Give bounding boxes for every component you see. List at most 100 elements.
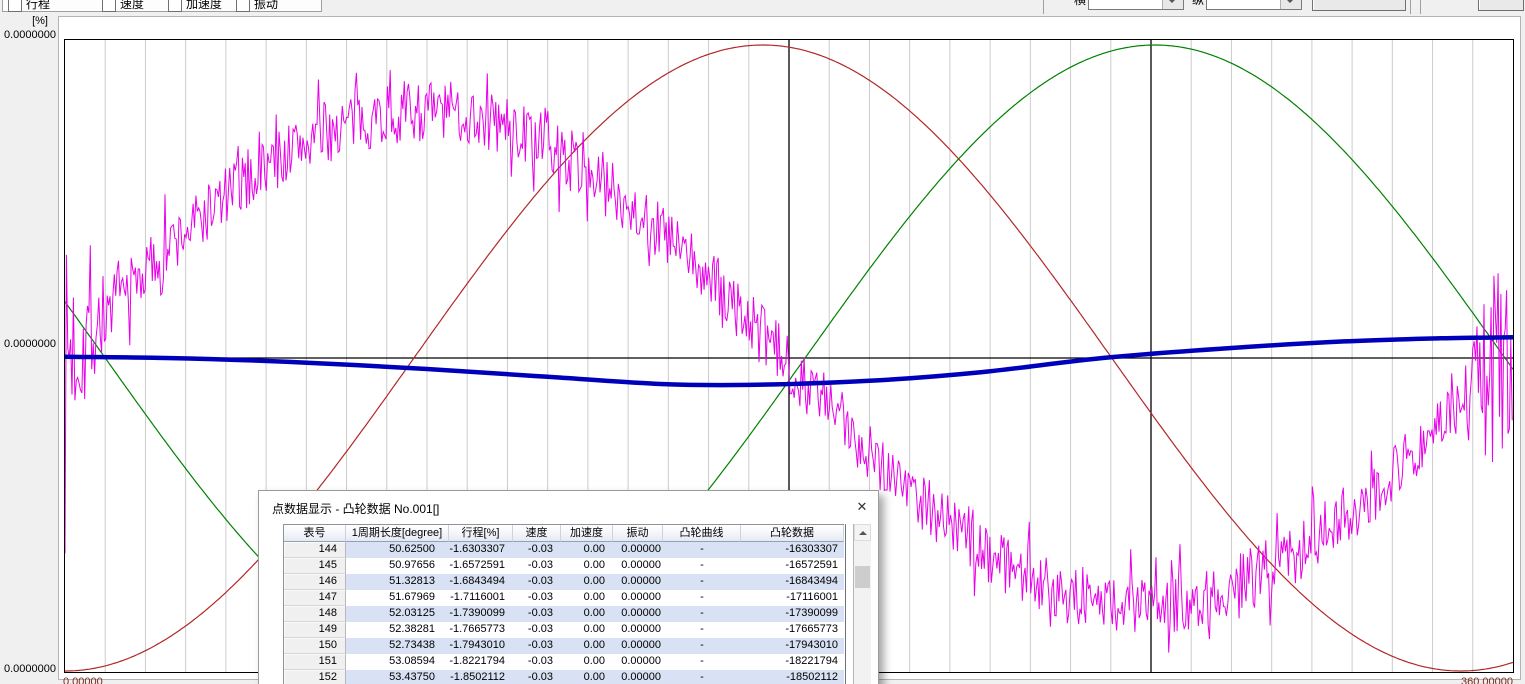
table-cell: -1.6303307 bbox=[449, 542, 513, 558]
column-header[interactable]: 加速度 bbox=[561, 525, 613, 542]
y-tick-label-bottom: 0.0000000 bbox=[4, 663, 56, 675]
table-row[interactable]: 151 53.08594 -1.8221794 -0.03 0.00 0.00000- -1… bbox=[284, 654, 844, 670]
h-scale-spinner[interactable] bbox=[1088, 0, 1184, 10]
table-cell: -1.8221794 bbox=[449, 654, 513, 670]
series-checkbox-label: 行程 bbox=[26, 0, 51, 11]
table-cell: -1.7665773 bbox=[449, 622, 513, 638]
toolbar-wide-button[interactable] bbox=[1312, 0, 1406, 11]
table-cell: 0.00000 bbox=[613, 590, 663, 606]
table-cell: - bbox=[663, 606, 741, 622]
series-checkbox-label: 速度 bbox=[120, 0, 145, 11]
table-header: 表号 1周期长度[degree] 行程[%] 速度 加速度 振动 凸轮曲线 凸轮数据 bbox=[284, 525, 844, 542]
table-cell: 0.00000 bbox=[613, 542, 663, 558]
table-cell: - bbox=[663, 654, 741, 670]
close-icon[interactable]: ✕ bbox=[856, 499, 868, 514]
column-header[interactable]: 凸轮曲线 bbox=[663, 525, 741, 542]
table-cell: -17390099 bbox=[741, 606, 844, 622]
table-cell: 0.00000 bbox=[613, 622, 663, 638]
table-cell: 0.00 bbox=[561, 558, 613, 574]
scrollbar-up-icon[interactable] bbox=[854, 524, 871, 541]
table-row[interactable]: 145 50.97656 -1.6572591 -0.03 0.00 0.00000- -1… bbox=[284, 558, 844, 574]
table-cell: 152 bbox=[284, 670, 346, 684]
table-cell: - bbox=[663, 590, 741, 606]
column-header[interactable]: 振动 bbox=[613, 525, 663, 542]
table-right-edge bbox=[845, 524, 854, 684]
series-checkbox[interactable] bbox=[8, 0, 22, 12]
table-cell: -17665773 bbox=[741, 622, 844, 638]
series-checkbox-label: 加速度 bbox=[186, 0, 223, 11]
table-cell: - bbox=[663, 622, 741, 638]
dialog-title: 点数据显示 - 凸轮数据 No.001[] bbox=[272, 502, 440, 516]
table-cell: 149 bbox=[284, 622, 346, 638]
column-header[interactable]: 行程[%] bbox=[449, 525, 513, 542]
table-cell: 51.32813 bbox=[346, 574, 449, 590]
table-cell: 148 bbox=[284, 606, 346, 622]
column-header[interactable]: 凸轮数据 bbox=[741, 525, 844, 542]
toolbar-right-panel bbox=[1420, 0, 1525, 14]
table-cell: -16572591 bbox=[741, 558, 844, 574]
table-row[interactable]: 148 52.03125 -1.7390099 -0.03 0.00 0.00000- -1… bbox=[284, 606, 844, 622]
table-cell: 0.00 bbox=[561, 622, 613, 638]
column-header[interactable]: 速度 bbox=[513, 525, 561, 542]
table-cell: - bbox=[663, 542, 741, 558]
scrollbar-thumb[interactable] bbox=[855, 566, 870, 588]
data-table: 表号 1周期长度[degree] 行程[%] 速度 加速度 振动 凸轮曲线 凸轮数据 144 50… bbox=[283, 524, 844, 684]
table-cell: 53.43750 bbox=[346, 670, 449, 684]
series-checkbox[interactable] bbox=[102, 0, 116, 12]
table-cell: 0.00000 bbox=[613, 638, 663, 654]
table-row[interactable]: 150 52.73438 -1.7943010 -0.03 0.00 0.00000- -1… bbox=[284, 638, 844, 654]
v-scale-spinner[interactable] bbox=[1206, 0, 1302, 10]
table-cell: 0.00 bbox=[561, 574, 613, 590]
table-row[interactable]: 144 50.62500 -1.6303307 -0.03 0.00 0.00000- -1… bbox=[284, 542, 844, 558]
table-cell: -16303307 bbox=[741, 542, 844, 558]
spinner-buttons[interactable] bbox=[1162, 0, 1183, 9]
table-row[interactable]: 146 51.32813 -1.6843494 -0.03 0.00 0.00000- -1… bbox=[284, 574, 844, 590]
table-cell: 0.00 bbox=[561, 654, 613, 670]
table-cell: 53.08594 bbox=[346, 654, 449, 670]
table-cell: - bbox=[663, 574, 741, 590]
table-cell: 50.62500 bbox=[346, 542, 449, 558]
table-cell: -1.7116001 bbox=[449, 590, 513, 606]
table-cell: 0.00000 bbox=[613, 654, 663, 670]
y-axis-unit-label: [%] bbox=[32, 15, 48, 27]
column-header[interactable]: 1周期长度[degree] bbox=[346, 525, 449, 542]
table-cell: -1.7943010 bbox=[449, 638, 513, 654]
table-cell: 51.67969 bbox=[346, 590, 449, 606]
table-cell: 0.00 bbox=[561, 590, 613, 606]
table-cell: -0.03 bbox=[513, 574, 561, 590]
table-cell: -0.03 bbox=[513, 622, 561, 638]
table-cell: 0.00000 bbox=[613, 606, 663, 622]
x-tick-label-left: 0.00000 bbox=[63, 676, 103, 684]
table-cell: 50.97656 bbox=[346, 558, 449, 574]
column-header[interactable]: 表号 bbox=[284, 525, 346, 542]
toolbar-right-button[interactable] bbox=[1478, 0, 1524, 11]
series-checkbox[interactable] bbox=[168, 0, 182, 12]
table-cell: - bbox=[663, 670, 741, 684]
table-row[interactable]: 152 53.43750 -1.8502112 -0.03 0.00 0.00000- -1… bbox=[284, 670, 844, 684]
dialog-titlebar[interactable]: 点数据显示 - 凸轮数据 No.001[] ✕ bbox=[259, 491, 878, 523]
series-checkbox[interactable] bbox=[236, 0, 250, 12]
table-row[interactable]: 147 51.67969 -1.7116001 -0.03 0.00 0.00000- -1… bbox=[284, 590, 844, 606]
table-cell: -0.03 bbox=[513, 670, 561, 684]
table-cell: -1.6572591 bbox=[449, 558, 513, 574]
table-cell: -0.03 bbox=[513, 654, 561, 670]
table-cell: 0.00000 bbox=[613, 670, 663, 684]
table-cell: - bbox=[663, 558, 741, 574]
y-tick-label-top: 0.0000000 bbox=[4, 29, 56, 41]
toolbar-series-panel: 行程 速度 加速度 振动 bbox=[2, 0, 322, 12]
table-cell: -0.03 bbox=[513, 558, 561, 574]
table-cell: -0.03 bbox=[513, 606, 561, 622]
table-cell: 144 bbox=[284, 542, 346, 558]
table-cell: - bbox=[663, 638, 741, 654]
table-cell: -0.03 bbox=[513, 542, 561, 558]
dialog-scrollbar[interactable] bbox=[853, 524, 871, 684]
table-cell: -1.7390099 bbox=[449, 606, 513, 622]
table-cell: -1.8502112 bbox=[449, 670, 513, 684]
table-cell: -16843494 bbox=[741, 574, 844, 590]
table-cell: -1.6843494 bbox=[449, 574, 513, 590]
spinner-buttons[interactable] bbox=[1280, 0, 1301, 9]
table-cell: 52.38281 bbox=[346, 622, 449, 638]
spinner-label-h: 横 bbox=[1074, 0, 1087, 7]
table-row[interactable]: 149 52.38281 -1.7665773 -0.03 0.00 0.00000- -1… bbox=[284, 622, 844, 638]
